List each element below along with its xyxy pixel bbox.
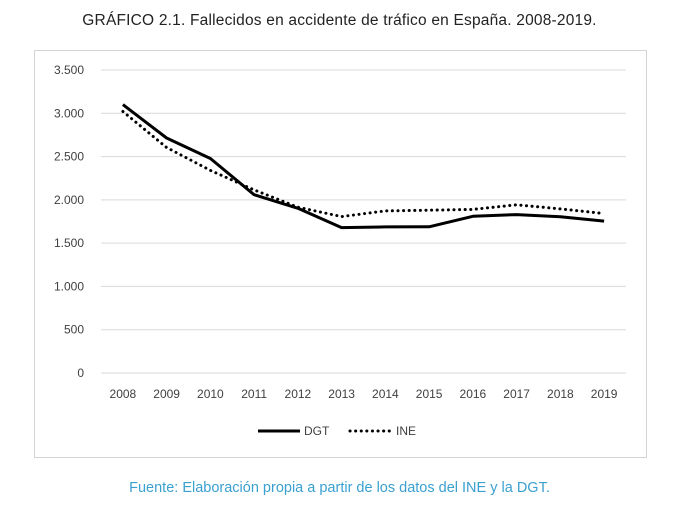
series-line-dgt [121,103,605,230]
grid-lines [101,69,626,374]
series-lines [121,103,606,230]
x-tick-label: 2015 [416,387,443,401]
y-tick-labels: 0 500 1.000 1.500 2.000 2.500 3.000 3.500 [54,63,84,380]
y-tick-label: 3.500 [54,63,84,77]
x-tick-labels: 2008 2009 2010 2011 2012 2013 2014 2015 2016 2017… [110,387,618,401]
y-tick-label: 1.000 [54,279,84,293]
legend: DGT INE [258,424,416,438]
x-tick-label: 2012 [285,387,312,401]
chart-frame [34,50,647,458]
source-note: Fuente: Elaboración propia a partir de l… [129,480,550,496]
x-tick-label: 2011 [241,387,267,401]
y-tick-label: 500 [64,323,84,337]
legend-label-dgt: DGT [304,424,330,438]
x-tick-label: 2016 [460,387,487,401]
y-tick-label: 2.500 [54,150,84,164]
y-tick-label: 2.000 [54,193,84,207]
x-tick-label: 2010 [197,387,224,401]
series-line-ine [121,110,606,219]
y-tick-label: 3.000 [54,106,84,120]
x-tick-label: 2019 [591,387,618,401]
y-tick-label: 0 [77,366,84,380]
x-tick-label: 2018 [547,387,574,401]
legend-label-ine: INE [396,424,416,438]
x-tick-label: 2008 [110,387,137,401]
chart-title: GRÁFICO 2.1. Fallecidos en accidente de … [82,12,597,29]
x-tick-label: 2017 [503,387,530,401]
x-tick-label: 2009 [153,387,180,401]
y-tick-label: 1.500 [54,236,84,250]
x-tick-label: 2013 [328,387,355,401]
x-tick-label: 2014 [372,387,399,401]
